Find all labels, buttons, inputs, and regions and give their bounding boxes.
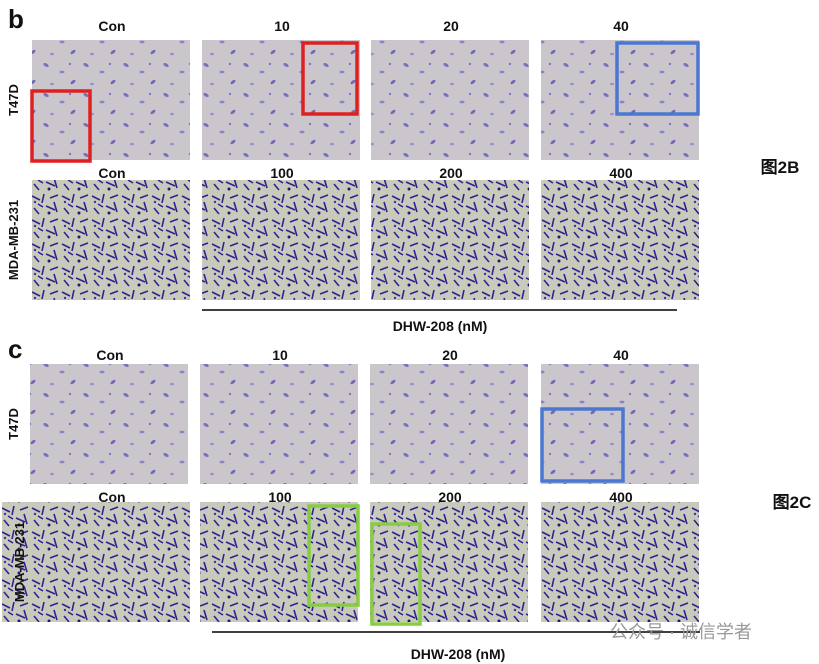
highlight-box xyxy=(615,41,700,116)
side-label: 图2C xyxy=(773,493,812,512)
column-label: 10 xyxy=(272,347,288,363)
row-label: T47D xyxy=(6,408,21,440)
column-label: 40 xyxy=(613,347,629,363)
highlight-box xyxy=(30,89,92,163)
column-label: 400 xyxy=(609,165,633,181)
micrograph xyxy=(541,180,699,300)
column-label: 10 xyxy=(274,18,290,34)
micrograph xyxy=(541,364,699,484)
micrograph xyxy=(371,180,529,300)
row-label: T47D xyxy=(6,84,21,116)
column-label: Con xyxy=(98,489,125,505)
panel-letter: b xyxy=(8,4,24,34)
side-label: 图2B xyxy=(761,158,800,177)
column-label: 100 xyxy=(270,165,294,181)
highlight-box xyxy=(540,407,625,483)
column-label: 100 xyxy=(268,489,292,505)
micrograph xyxy=(32,180,190,300)
column-label: 200 xyxy=(438,489,462,505)
micrograph xyxy=(32,40,190,160)
micrograph xyxy=(30,364,188,484)
row-label: MDA-MB-231 xyxy=(12,522,27,602)
row-label: MDA-MB-231 xyxy=(6,200,21,280)
highlight-box xyxy=(307,504,360,607)
highlight-box xyxy=(301,41,359,116)
column-label: Con xyxy=(96,347,123,363)
micrograph xyxy=(202,180,360,300)
micrograph xyxy=(541,40,699,160)
watermark: 公众号 · 诚信学者 xyxy=(610,622,752,642)
column-label: Con xyxy=(98,165,125,181)
x-axis-label: DHW-208 (nM) xyxy=(393,318,488,334)
micrograph xyxy=(2,502,190,622)
micrograph xyxy=(541,502,699,622)
x-axis-label: DHW-208 (nM) xyxy=(411,646,506,662)
column-label: 20 xyxy=(443,18,459,34)
column-label: Con xyxy=(98,18,125,34)
micrograph xyxy=(370,502,528,622)
panel-letter: c xyxy=(8,334,22,364)
column-label: 40 xyxy=(613,18,629,34)
highlight-box xyxy=(370,522,422,626)
micrograph xyxy=(370,364,528,484)
column-label: 400 xyxy=(609,489,633,505)
micrograph xyxy=(200,364,358,484)
micrograph xyxy=(202,40,360,160)
column-label: 200 xyxy=(439,165,463,181)
micrograph xyxy=(371,40,529,160)
column-label: 20 xyxy=(442,347,458,363)
micrograph xyxy=(200,502,358,622)
highlight-boxes xyxy=(30,41,700,626)
